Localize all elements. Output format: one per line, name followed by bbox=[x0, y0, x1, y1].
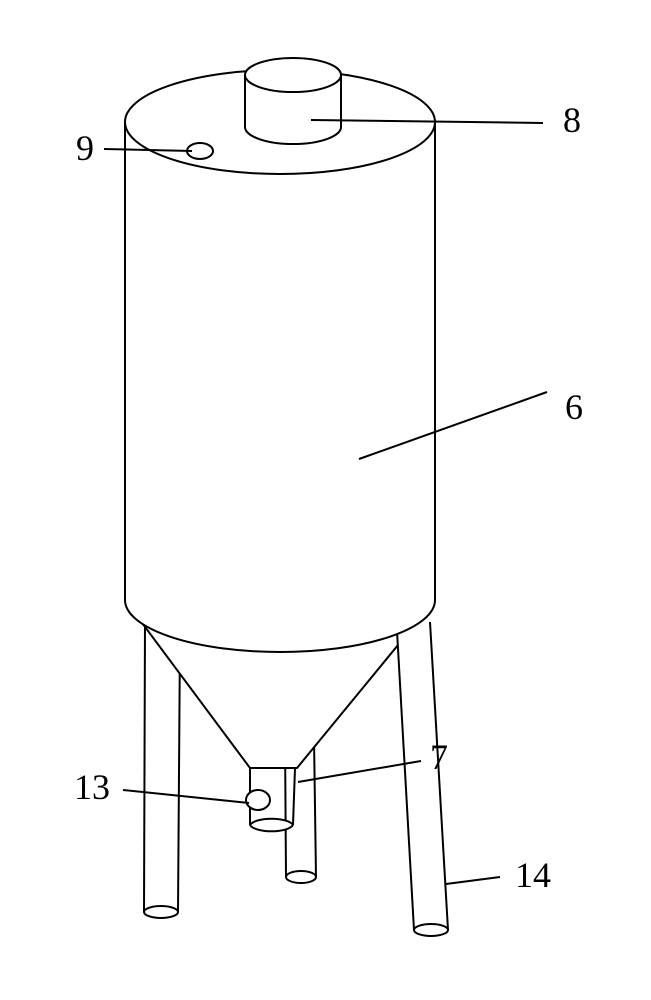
lid-cylinder bbox=[245, 58, 341, 144]
label-13: 13 bbox=[74, 766, 110, 808]
tank-body bbox=[125, 122, 435, 652]
tank-diagram bbox=[0, 0, 651, 1000]
leader-7 bbox=[298, 761, 421, 782]
label-6: 6 bbox=[565, 386, 583, 428]
leader-14 bbox=[446, 877, 500, 884]
label-8: 8 bbox=[563, 99, 581, 141]
leader-13 bbox=[123, 790, 249, 803]
label-14: 14 bbox=[515, 854, 551, 896]
side-nozzle bbox=[246, 790, 270, 810]
label-7: 7 bbox=[430, 736, 448, 778]
leg-right bbox=[397, 622, 448, 936]
label-9: 9 bbox=[76, 127, 94, 169]
